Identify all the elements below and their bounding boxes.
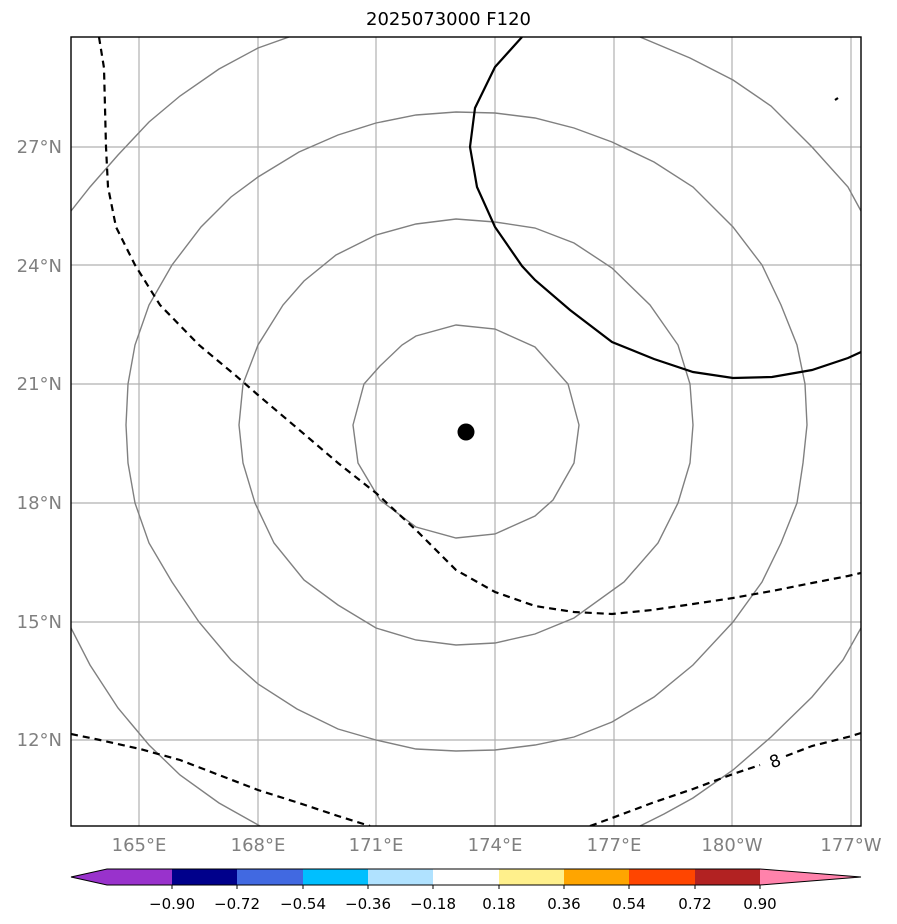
colorbar-tick-label: 0.54 xyxy=(612,895,645,913)
colorbar-tick-label: −0.90 xyxy=(149,895,195,913)
colorbar-tick-label: −0.18 xyxy=(410,895,456,913)
solid-contour-fragment xyxy=(834,97,839,101)
colorbar-tick-label: 0.72 xyxy=(678,895,711,913)
lon-label: 180°W xyxy=(701,835,762,856)
lon-label: 177°W xyxy=(820,835,881,856)
colorbar-outline xyxy=(70,868,862,886)
colorbar-tick-labels: −0.90 −0.72 −0.54 −0.36 −0.18 0.18 0.36 … xyxy=(149,895,777,913)
lat-label: 27°N xyxy=(17,137,62,158)
dashed-contour-lower xyxy=(71,732,371,826)
colorbar-segment xyxy=(107,869,172,885)
range-rings xyxy=(71,37,861,826)
colorbar-tick-label: 0.36 xyxy=(547,895,580,913)
range-ring-2 xyxy=(238,218,694,646)
lat-label: 12°N xyxy=(17,730,62,751)
storm-center-marker xyxy=(457,423,475,441)
contour-label: 8 xyxy=(767,751,784,773)
map-gridlines xyxy=(71,37,861,826)
colorbar-segment xyxy=(368,869,433,885)
solid-contours xyxy=(468,37,861,380)
colorbar-segment xyxy=(303,869,368,885)
colorbar-segment xyxy=(499,869,564,885)
range-ring-3 xyxy=(125,111,808,752)
colorbar-segment xyxy=(172,869,237,885)
colorbar-segment xyxy=(629,869,695,885)
colorbar-segment xyxy=(433,869,499,885)
colorbar-segment xyxy=(695,869,760,885)
lon-label: 171°E xyxy=(349,835,404,856)
colorbar-tick-label: −0.72 xyxy=(214,895,260,913)
dashed-contours xyxy=(71,37,861,826)
lon-label: 168°E xyxy=(231,835,286,856)
colorbar-tick-label: −0.36 xyxy=(345,895,391,913)
map-title: 2025073000 F120 xyxy=(366,9,531,30)
colorbar-extend-min xyxy=(71,869,107,885)
colorbar xyxy=(70,868,862,889)
lon-label: 174°E xyxy=(468,835,523,856)
colorbar-extend-max xyxy=(760,869,861,885)
dashed-contour-main xyxy=(97,37,861,616)
colorbar-segment xyxy=(564,869,629,885)
colorbar-segment xyxy=(237,869,303,885)
lon-label: 177°E xyxy=(587,835,642,856)
lat-label: 24°N xyxy=(17,256,62,277)
colorbar-tick-label: 0.90 xyxy=(743,895,776,913)
lat-label: 21°N xyxy=(17,374,62,395)
solid-contour-main xyxy=(468,37,861,380)
colorbar-tick-label: −0.54 xyxy=(280,895,326,913)
longitude-labels: 165°E 168°E 171°E 174°E 177°E 180°W 177°… xyxy=(112,835,882,856)
range-ring-4 xyxy=(71,37,861,826)
lat-label: 18°N xyxy=(17,493,62,514)
lon-label: 165°E xyxy=(112,835,167,856)
latitude-labels: 27°N 24°N 21°N 18°N 15°N 12°N xyxy=(17,137,62,751)
range-ring-inner xyxy=(352,324,580,539)
dashed-contour-lower-right xyxy=(589,731,861,826)
colorbar-tick-label: 0.18 xyxy=(482,895,515,913)
map-frame xyxy=(70,36,862,827)
lat-label: 15°N xyxy=(17,612,62,633)
